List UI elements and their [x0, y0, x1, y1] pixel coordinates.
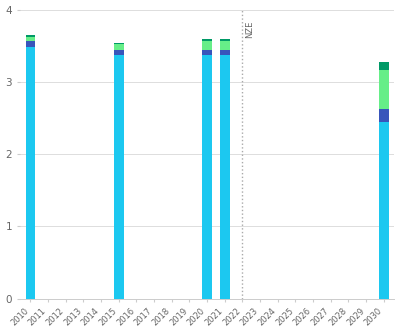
Bar [26, 41, 35, 47]
Bar [114, 44, 124, 50]
Bar [220, 39, 230, 41]
Bar [114, 50, 124, 55]
Bar [379, 70, 389, 109]
Bar [220, 41, 230, 50]
Bar [26, 37, 35, 41]
Bar [379, 122, 389, 298]
Bar [379, 109, 389, 122]
Bar [202, 41, 212, 50]
Text: NZE: NZE [245, 21, 254, 38]
Bar [114, 43, 124, 44]
Bar [26, 35, 35, 37]
Bar [26, 47, 35, 298]
Bar [202, 39, 212, 41]
Bar [220, 50, 230, 55]
Bar [379, 62, 389, 70]
Bar [202, 55, 212, 298]
Bar [114, 55, 124, 298]
Bar [220, 55, 230, 298]
Bar [202, 50, 212, 55]
